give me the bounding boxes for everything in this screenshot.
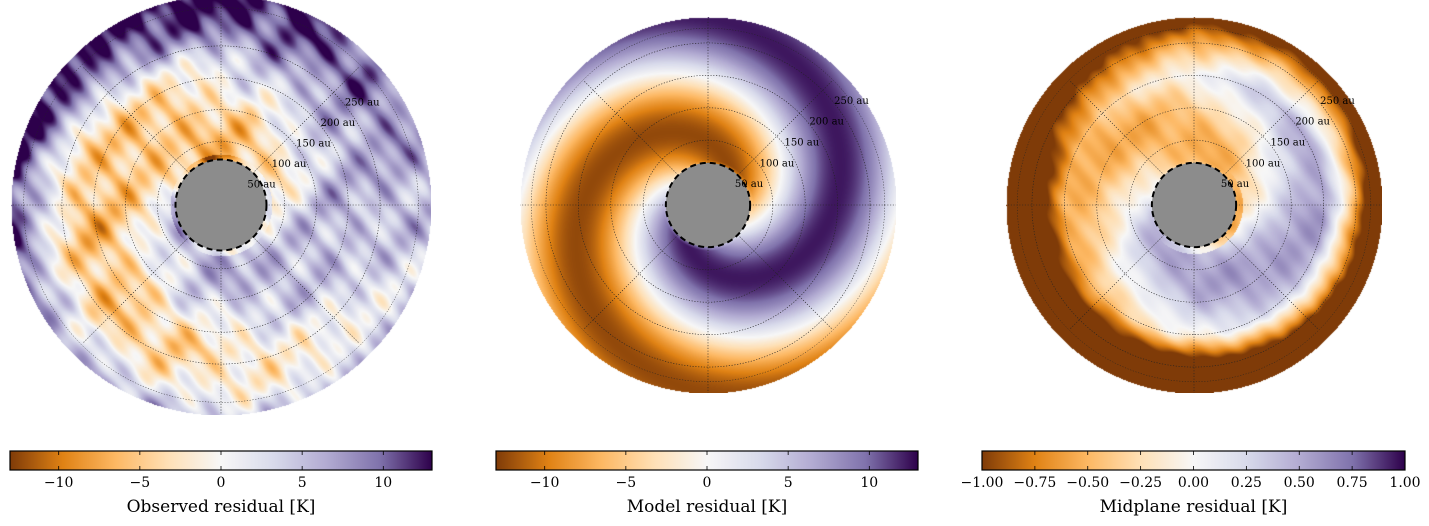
colorbar-tick-label: 0 <box>217 475 226 491</box>
colorbar-tick-label: 5 <box>298 475 307 491</box>
colorbar-3: −1.00 −0.75 −0.50 −0.25 0.00 0.25 0.50 0.75 1.00… <box>961 450 1421 517</box>
ring-label-50: 50 au <box>1221 179 1250 190</box>
polar-panel-2: 50 au 100 au 150 au 200 au 250 au <box>520 17 896 393</box>
colorbar-tick-label: 10 <box>860 475 878 491</box>
ring-label-100: 100 au <box>760 158 795 169</box>
ring-label-250: 250 au <box>1320 96 1355 107</box>
ring-label-150: 150 au <box>784 137 819 148</box>
colorbar-tick-label: 0.25 <box>1231 475 1262 491</box>
colorbar-tick-label: 0.50 <box>1284 475 1315 491</box>
spoke-225 <box>82 204 222 344</box>
polar-panel-3: 50 au 100 au 150 au 200 au 250 au <box>1006 17 1382 393</box>
ring-150au <box>610 107 806 303</box>
colorbar-tick-label: −1.00 <box>961 475 1004 491</box>
ring-outer <box>23 7 419 403</box>
ring-label-50: 50 au <box>247 180 276 191</box>
colorbar-label-2: Model residual [K] <box>627 497 788 517</box>
colorbar-tick-label: −0.50 <box>1066 475 1109 491</box>
colorbar-tick-label: −0.75 <box>1013 475 1056 491</box>
ring-label-50: 50 au <box>735 179 764 190</box>
colorbar-tick-label: −10 <box>530 475 560 491</box>
colorbar-label-1: Observed residual [K] <box>127 497 316 517</box>
colorbar-tick-label: −0.25 <box>1119 475 1162 491</box>
colorbar-tick-label: −10 <box>44 475 74 491</box>
colorbar-1: −10 −5 0 5 10 Observed residual [K] <box>9 450 433 517</box>
ring-100au <box>157 141 285 269</box>
colorbar-tick-label: −5 <box>616 475 637 491</box>
ring-label-200: 200 au <box>320 118 355 129</box>
colorbar-tick-label: 0.75 <box>1337 475 1368 491</box>
ring-label-200: 200 au <box>809 117 844 128</box>
ring-200au <box>93 77 349 333</box>
ring-150au <box>1096 107 1292 303</box>
ring-250au <box>545 42 871 368</box>
ring-label-100: 100 au <box>1246 158 1281 169</box>
spoke-135 <box>82 66 222 206</box>
spoke-45 <box>220 66 360 206</box>
ring-250au <box>1031 42 1357 368</box>
ring-label-200: 200 au <box>1295 117 1330 128</box>
ring-label-250: 250 au <box>345 98 380 109</box>
colorbar-2: −10 −5 0 5 10 Model residual [K] <box>495 450 919 517</box>
colorbar-tick-label: −5 <box>130 475 151 491</box>
central-mask <box>664 161 752 249</box>
ring-label-100: 100 au <box>272 159 307 170</box>
central-mask <box>174 158 268 252</box>
colorbar-label-3: Midplane residual [K] <box>1100 497 1288 517</box>
ring-label-250: 250 au <box>834 96 869 107</box>
ring-250au <box>61 45 381 365</box>
colorbar-tick-label: 5 <box>784 475 793 491</box>
colorbar-tick-label: 10 <box>374 475 392 491</box>
ring-label-150: 150 au <box>296 139 331 150</box>
colorbar-tick-label: 0 <box>703 475 712 491</box>
colorbar-tick-label: 1.00 <box>1389 475 1420 491</box>
polar-panel-1: 50 au 100 au 150 au 200 au 250 au <box>11 0 431 415</box>
ring-label-150: 150 au <box>1270 137 1305 148</box>
colorbar-tick-label: 0.00 <box>1178 475 1209 491</box>
spoke-315 <box>220 204 360 344</box>
central-mask <box>1150 161 1238 249</box>
